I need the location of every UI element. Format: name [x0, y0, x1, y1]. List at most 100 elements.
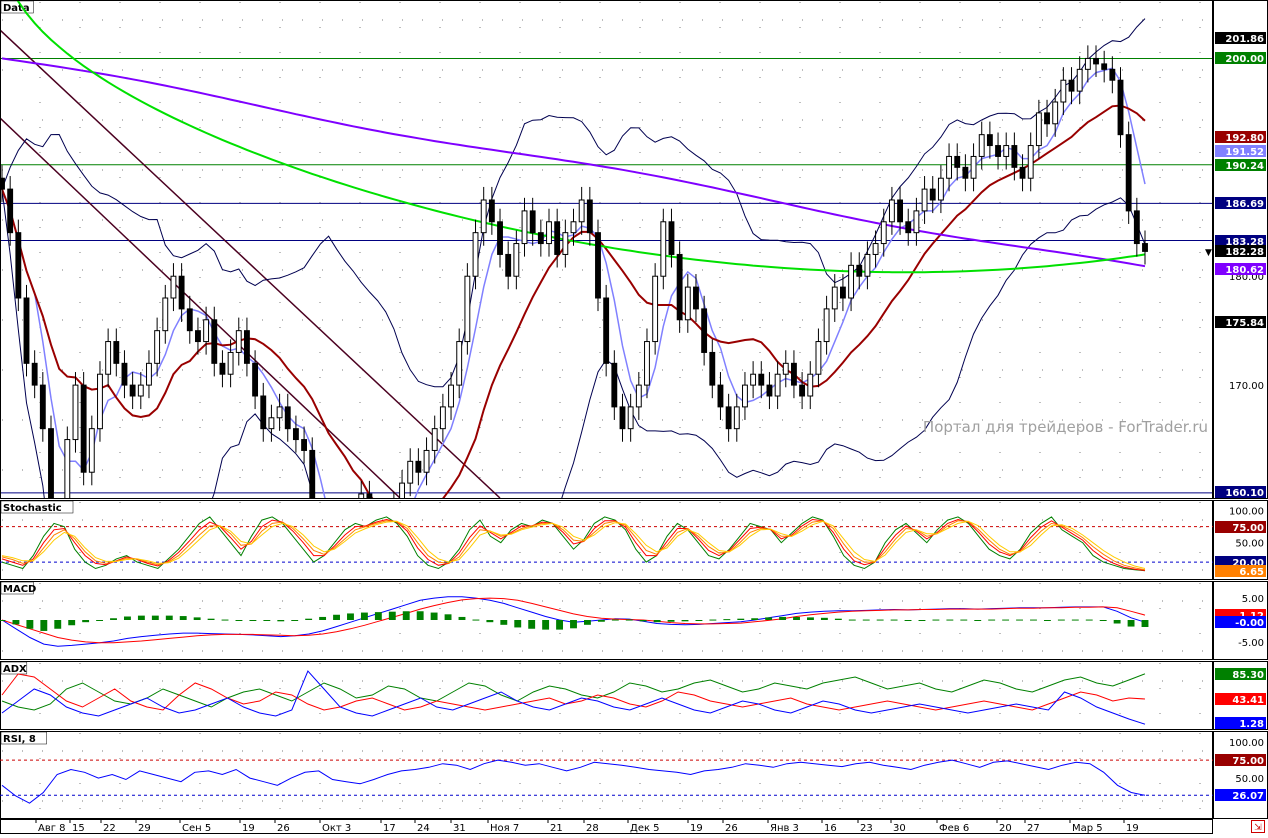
candle-body	[595, 232, 601, 299]
price-plot	[1, 1, 1212, 498]
value-label-text: 6.65	[1239, 567, 1264, 578]
candle-body	[464, 275, 471, 343]
histogram-bar	[988, 619, 996, 621]
candle-body	[129, 384, 136, 397]
value-label-box	[1215, 316, 1266, 328]
panel-title: Stochastic	[3, 503, 62, 514]
histogram-bar	[737, 618, 745, 620]
value-label: 180.62	[1215, 263, 1266, 276]
panel-title: Data	[3, 3, 30, 14]
histogram-bar	[1071, 619, 1079, 621]
histogram-bar	[207, 618, 215, 620]
candle-body	[668, 221, 675, 255]
candle-body	[439, 406, 446, 430]
candle-body	[709, 351, 716, 386]
histogram-bar	[96, 620, 104, 621]
value-label: 1.28	[1215, 717, 1266, 730]
value-label-box	[1215, 159, 1266, 171]
candle-body	[1060, 79, 1067, 103]
value-label-box	[1215, 145, 1266, 157]
candle-body	[309, 449, 316, 498]
candle-body	[546, 221, 552, 245]
histogram-bar	[151, 615, 159, 620]
candle-body	[80, 384, 87, 473]
value-label: 26.07	[1215, 789, 1266, 802]
candle-body	[1084, 57, 1091, 70]
histogram-bar	[653, 620, 661, 623]
histogram-bar	[542, 620, 550, 630]
candle-body	[162, 297, 169, 332]
candle-body	[170, 275, 177, 299]
axis-tick-label: 100.00	[1229, 738, 1264, 749]
candle-body	[954, 155, 961, 168]
value-label-text: 1.28	[1239, 719, 1264, 730]
histogram-bar	[625, 619, 633, 621]
scroll-button[interactable]	[1251, 820, 1265, 833]
x-axis-label: 28	[586, 823, 599, 834]
candle-body	[1142, 243, 1148, 252]
value-label: 75.00	[1215, 521, 1266, 534]
candle-body	[497, 221, 503, 255]
histogram-bar	[124, 616, 131, 620]
x-axis-label: Мар 5	[1072, 823, 1103, 834]
x-axis-label: Окт 3	[322, 823, 351, 834]
candle-body	[488, 199, 495, 223]
rsi-plot	[0, 759, 1213, 804]
candle-body	[23, 297, 30, 364]
candle-body	[1101, 63, 1108, 70]
x-axis-label: 20	[999, 823, 1012, 834]
histogram-bar	[807, 617, 814, 620]
candle-body	[154, 330, 161, 364]
x-axis-label: 17	[383, 823, 396, 834]
candle-body	[962, 166, 969, 179]
histogram-bar	[793, 616, 800, 620]
histogram-bar	[360, 612, 368, 620]
x-axis-label: 30	[893, 823, 906, 834]
histogram-bar	[765, 617, 773, 620]
candle-body	[448, 384, 454, 408]
candle-body	[758, 373, 765, 386]
candle-body	[513, 243, 520, 277]
candle-body	[782, 362, 789, 375]
candle-body	[1125, 134, 1132, 212]
series-line	[1, 670, 1146, 725]
x-axis-label: 23	[860, 823, 873, 834]
value-label-text: 186.69	[1225, 199, 1264, 210]
histogram-bar	[26, 620, 34, 629]
candle-body	[921, 188, 928, 212]
candle-body	[725, 406, 732, 430]
value-label: 175.84	[1215, 316, 1266, 329]
histogram-bar	[12, 620, 20, 625]
histogram-bar	[402, 611, 410, 620]
candle-body	[399, 482, 405, 498]
value-label-text: 26.07	[1232, 791, 1264, 802]
candle-body	[1, 177, 5, 190]
candle-body	[1052, 101, 1059, 125]
candle-body	[848, 264, 855, 299]
histogram-bar	[40, 620, 48, 631]
value-label-box	[1215, 263, 1266, 275]
histogram-bar	[681, 620, 689, 622]
value-label: 191.52	[1215, 145, 1266, 158]
value-label-text: -0.00	[1235, 618, 1264, 629]
series-line	[1, 673, 1146, 711]
histogram-bar	[848, 619, 856, 621]
candle-body	[897, 199, 904, 223]
histogram-bar	[486, 620, 494, 623]
bollinger-upper	[1, 18, 1146, 388]
candle-body	[1068, 79, 1075, 92]
histogram-bar	[291, 620, 299, 621]
candle-body	[1109, 68, 1116, 81]
stoch-plot	[0, 516, 1213, 572]
candle-body	[872, 243, 879, 255]
panel-title: RSI, 8	[3, 734, 36, 745]
candle-body	[480, 199, 487, 234]
scroll-icon: ⇲	[1254, 823, 1262, 833]
value-label-text: 75.00	[1232, 756, 1264, 767]
candle-body	[407, 460, 414, 484]
candle-body	[366, 493, 373, 498]
value-label-text: 75.00	[1232, 523, 1264, 534]
candle-body	[635, 384, 642, 408]
candle-body	[1076, 68, 1083, 92]
